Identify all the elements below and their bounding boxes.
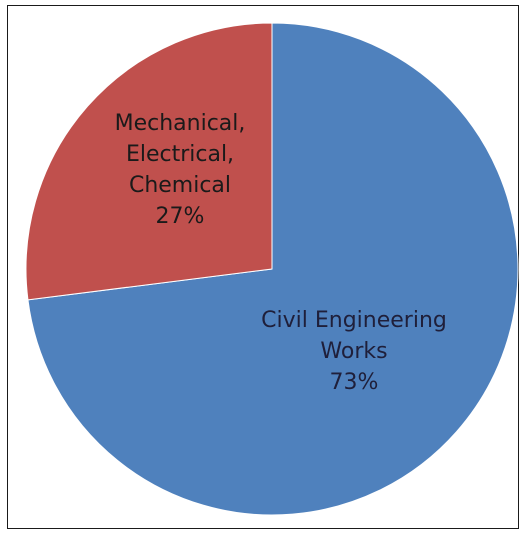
slice-label-1: Mechanical, Electrical, Chemical 27% xyxy=(115,111,246,229)
slice-percent-label: 73% xyxy=(330,370,379,395)
slice-label-line: Civil Engineering xyxy=(261,308,447,333)
pie-slices xyxy=(25,22,519,516)
slice-label-line: Electrical, xyxy=(126,142,234,167)
pie-labels: Civil Engineering Works 73% Mechanical, Elec… xyxy=(115,111,447,395)
slice-label-line: Works xyxy=(320,339,387,364)
pie-slice-0 xyxy=(27,22,519,516)
slice-label-0: Civil Engineering Works 73% xyxy=(261,308,447,395)
slice-label-line: Chemical xyxy=(129,173,231,198)
slice-label-line: Mechanical, xyxy=(115,111,246,136)
pie-slice-1 xyxy=(25,22,273,301)
slice-percent-label: 27% xyxy=(156,204,205,229)
